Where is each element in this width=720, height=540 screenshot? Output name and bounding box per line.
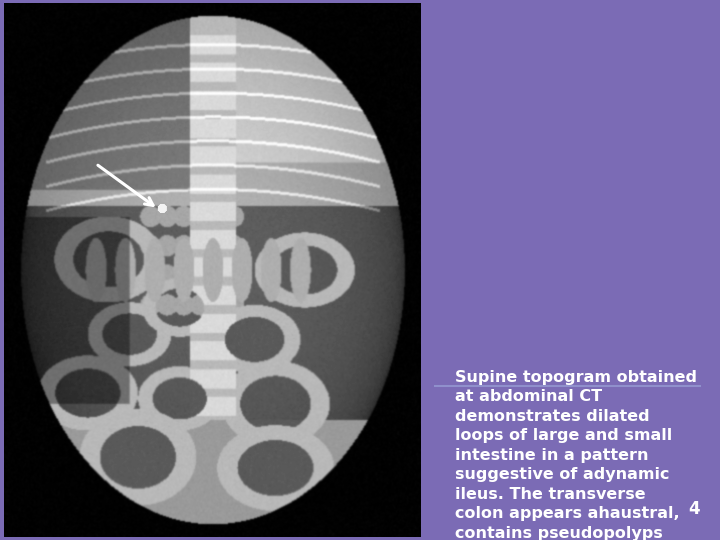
Text: Supine topogram obtained: Supine topogram obtained xyxy=(455,370,697,385)
Text: loops of large and small: loops of large and small xyxy=(455,428,672,443)
Text: contains pseudopolyps: contains pseudopolyps xyxy=(455,526,662,540)
Text: ileus. The transverse: ileus. The transverse xyxy=(455,487,646,502)
Text: suggestive of adynamic: suggestive of adynamic xyxy=(455,468,670,482)
Text: intestine in a pattern: intestine in a pattern xyxy=(455,448,649,463)
Text: at abdominal CT: at abdominal CT xyxy=(455,389,602,404)
Text: colon appears ahaustral,: colon appears ahaustral, xyxy=(455,507,680,522)
Text: demonstrates dilated: demonstrates dilated xyxy=(455,409,649,424)
Text: 4: 4 xyxy=(688,500,700,518)
